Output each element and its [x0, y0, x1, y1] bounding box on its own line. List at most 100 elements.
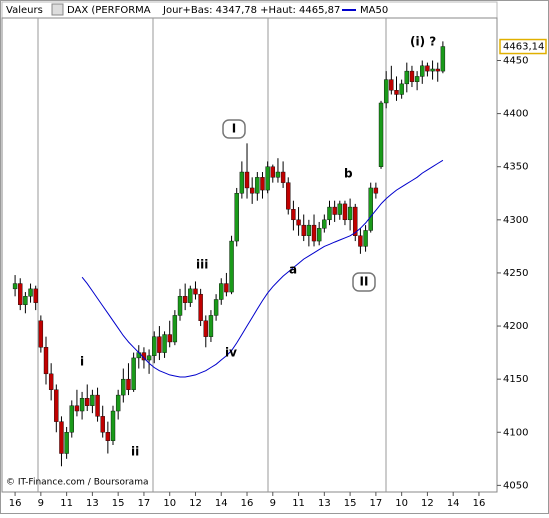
y-tick-label: 4250 — [503, 268, 528, 279]
candle-body — [260, 177, 265, 191]
candle-body — [100, 416, 105, 433]
y-tick-label: 4300 — [503, 215, 528, 226]
candle-body — [255, 177, 260, 194]
candle-body — [280, 171, 286, 183]
moving-average — [81, 159, 444, 378]
candle-body — [203, 320, 208, 337]
candle-body — [332, 206, 337, 215]
candle-body — [383, 79, 389, 104]
candle-body — [337, 203, 342, 215]
candle-body — [43, 347, 49, 375]
y-tick-label: 4050 — [503, 480, 528, 491]
candle-body — [394, 90, 399, 95]
legend-label: MA50 — [360, 5, 388, 16]
candle-body — [213, 299, 219, 316]
candle-body — [59, 421, 64, 454]
candle-body — [224, 283, 229, 293]
candle-body — [193, 288, 198, 295]
y-tick-label: 4400 — [503, 109, 528, 120]
candle-body — [172, 315, 178, 343]
y-tick-label: 4450 — [503, 55, 528, 66]
x-tick-label: 12 — [189, 498, 202, 509]
source: © IT-Finance.com / Boursorama — [6, 478, 148, 488]
y-tick-label: 4200 — [503, 321, 528, 332]
annotation: iii — [196, 258, 208, 272]
candle-body — [167, 334, 172, 343]
candle-body — [90, 394, 95, 406]
candle-body — [306, 224, 312, 236]
candle-body — [146, 355, 152, 361]
candle-body — [208, 315, 214, 337]
candle-body — [270, 166, 275, 178]
annotation: II — [360, 275, 369, 289]
candle-body — [69, 405, 74, 433]
candle-body — [74, 405, 80, 412]
candle-body — [296, 219, 301, 226]
annotation-box — [222, 119, 246, 139]
candle-body — [54, 389, 59, 422]
x-tick-label: 14 — [447, 498, 460, 509]
x-tick-label: 15 — [344, 498, 357, 509]
candle-body — [368, 187, 373, 231]
candle-body — [105, 432, 111, 441]
last-price-box — [499, 38, 547, 55]
annotation: ii — [131, 445, 139, 459]
candle-body — [373, 187, 379, 194]
candle-body — [239, 171, 245, 194]
candle-body — [430, 68, 435, 72]
annotation: b — [344, 167, 353, 181]
candle-body — [409, 70, 415, 82]
candle-body — [286, 182, 291, 210]
last-price-label: 4463,14 — [503, 42, 544, 53]
candle-body — [275, 171, 281, 178]
candle-body — [435, 68, 440, 72]
candle-body — [291, 208, 296, 221]
candle-body — [342, 203, 348, 221]
candle-body — [404, 70, 410, 85]
candle-body — [121, 378, 126, 396]
candle-body — [177, 296, 183, 316]
x-tick-label: 12 — [421, 498, 434, 509]
candle-body — [378, 102, 384, 167]
candle-body — [399, 83, 404, 95]
candle-body — [389, 79, 394, 91]
candle-body — [131, 357, 136, 390]
candle-body — [79, 398, 85, 412]
candle-body — [162, 334, 167, 353]
x-tick-label: 15 — [112, 498, 125, 509]
candle-body — [85, 398, 90, 406]
candle-body — [95, 394, 100, 417]
candle-body — [28, 288, 33, 297]
annotation: a — [289, 263, 297, 277]
candle-body — [265, 166, 270, 191]
candle-body — [219, 283, 224, 300]
dropdown-button[interactable] — [51, 3, 64, 16]
candle-body — [301, 224, 306, 236]
candle-body — [363, 230, 368, 247]
x-tick-label: 16 — [9, 498, 22, 509]
annotation-box — [352, 272, 376, 292]
candle-body — [249, 187, 255, 194]
candle-body — [23, 296, 28, 305]
x-tick-label: 13 — [86, 498, 99, 509]
x-tick-label: 11 — [60, 498, 73, 509]
x-tick-label: 16 — [241, 498, 254, 509]
y-tick-label: 4100 — [503, 427, 528, 438]
x-tick-label: 17 — [370, 498, 383, 509]
x-tick-label: 13 — [318, 498, 331, 509]
y-tick-label: 4350 — [503, 162, 528, 173]
candle-body — [110, 410, 116, 441]
candle-body — [327, 206, 332, 221]
annotation: (i) ? — [410, 35, 436, 49]
selector[interactable]: Valeurs — [6, 5, 43, 16]
candle-body — [12, 283, 18, 290]
candle-body — [126, 378, 131, 390]
x-tick-label: 10 — [163, 498, 176, 509]
instrument: DAX (PERFORMA — [67, 5, 151, 16]
annotation: iv — [225, 346, 237, 360]
annotation: I — [232, 122, 236, 136]
candle-body — [229, 240, 234, 293]
candle-body — [182, 296, 188, 303]
x-tick-label: 10 — [395, 498, 408, 509]
